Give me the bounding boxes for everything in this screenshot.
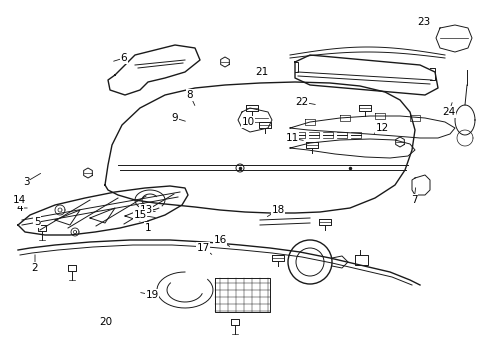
- Text: 4: 4: [17, 203, 24, 213]
- Text: 15: 15: [133, 210, 147, 220]
- Text: 1: 1: [145, 223, 151, 233]
- Text: 13: 13: [139, 205, 152, 215]
- Text: 24: 24: [442, 107, 456, 117]
- Text: 5: 5: [34, 217, 40, 227]
- Text: 21: 21: [255, 67, 269, 77]
- Text: 18: 18: [271, 205, 285, 215]
- Text: 2: 2: [32, 263, 38, 273]
- Text: 9: 9: [172, 113, 178, 123]
- Text: 17: 17: [196, 243, 210, 253]
- Text: 19: 19: [146, 290, 159, 300]
- Text: 14: 14: [12, 195, 25, 205]
- Text: 10: 10: [242, 117, 255, 127]
- Text: 22: 22: [295, 97, 309, 107]
- Text: 23: 23: [417, 17, 431, 27]
- Text: 7: 7: [411, 195, 417, 205]
- Text: 6: 6: [121, 53, 127, 63]
- Text: 3: 3: [23, 177, 29, 187]
- Text: 8: 8: [187, 90, 194, 100]
- Text: 16: 16: [213, 235, 227, 245]
- Text: 12: 12: [375, 123, 389, 133]
- Text: 11: 11: [285, 133, 298, 143]
- Text: 20: 20: [99, 317, 113, 327]
